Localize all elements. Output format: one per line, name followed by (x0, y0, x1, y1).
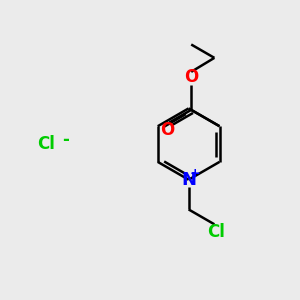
Text: Cl: Cl (207, 223, 225, 241)
Text: Cl: Cl (37, 135, 55, 153)
Text: +: + (190, 167, 200, 180)
Text: O: O (160, 121, 174, 139)
Text: -: - (62, 130, 69, 148)
Text: O: O (184, 68, 198, 86)
Text: N: N (181, 171, 196, 189)
